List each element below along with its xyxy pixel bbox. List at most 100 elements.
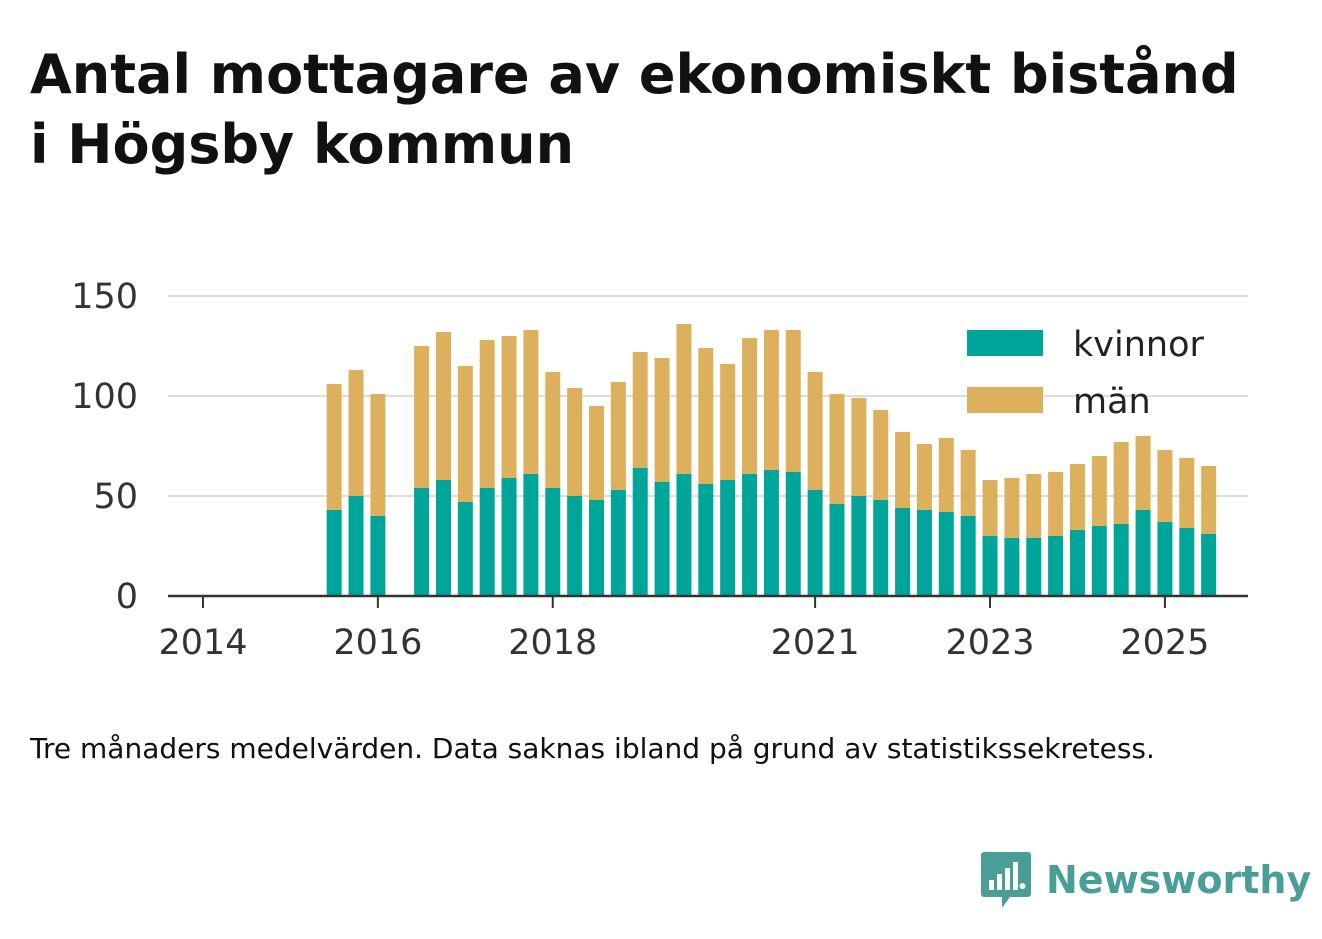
chart-title-line-1: Antal mottagare av ekonomiskt bistånd xyxy=(30,43,1239,106)
bar-kvinnor xyxy=(567,496,583,596)
bar-man xyxy=(326,384,342,510)
x-tick-label: 2021 xyxy=(771,623,860,663)
bar-man xyxy=(1179,458,1195,528)
bar-man xyxy=(1091,456,1107,526)
y-tick-label: 150 xyxy=(71,277,138,317)
bar-kvinnor xyxy=(326,510,342,596)
bar-kvinnor xyxy=(1004,538,1020,596)
x-tick-label: 2023 xyxy=(945,623,1034,663)
bar-kvinnor xyxy=(1026,538,1042,596)
bar-kvinnor xyxy=(501,478,517,596)
bar-man xyxy=(370,394,386,516)
bar-man xyxy=(938,438,954,512)
bar-kvinnor xyxy=(1069,530,1085,596)
bar-man xyxy=(720,364,736,480)
newsworthy-logo: Newsworthy xyxy=(980,850,1311,910)
bar-man xyxy=(654,358,670,482)
bar-man xyxy=(763,330,779,470)
bar-man xyxy=(348,370,364,496)
bar-kvinnor xyxy=(676,474,692,596)
bar-man xyxy=(523,330,539,474)
bar-man xyxy=(1048,472,1064,536)
y-tick-label: 50 xyxy=(93,477,138,517)
bar-man xyxy=(414,346,430,488)
bar-man xyxy=(829,394,845,504)
y-tick-label: 0 xyxy=(116,577,138,617)
bar-kvinnor xyxy=(610,490,626,596)
legend-swatch-man xyxy=(967,387,1043,413)
bar-man xyxy=(479,340,495,488)
y-tick-label: 100 xyxy=(71,377,138,417)
bar-kvinnor xyxy=(1157,522,1173,596)
bar-man xyxy=(567,388,583,496)
chart-title-line-2: i Högsby kommun xyxy=(30,113,575,176)
bar-man xyxy=(1157,450,1173,522)
bar-kvinnor xyxy=(479,488,495,596)
chart-title: Antal mottagare av ekonomiskt bistånd i … xyxy=(30,40,1300,180)
bar-man xyxy=(589,406,605,500)
bar-man xyxy=(916,444,932,510)
bar-kvinnor xyxy=(589,500,605,596)
bar-man xyxy=(1113,442,1129,524)
bar-man xyxy=(545,372,561,488)
bar-chart-speech-bubble-icon xyxy=(981,852,1031,908)
bar-kvinnor xyxy=(1048,536,1064,596)
bar-man xyxy=(1135,436,1151,510)
stacked-bar-chart: 0 50 100 150 2014 2016 2018 2021 2023 2025 kvinno… xyxy=(71,277,1248,663)
bar-kvinnor xyxy=(895,508,911,596)
bar-kvinnor xyxy=(1201,534,1217,596)
bar-kvinnor xyxy=(916,510,932,596)
chart-caption: Tre månaders medelvärden. Data saknas ib… xyxy=(30,732,1155,765)
legend-swatch-kvinnor xyxy=(967,330,1043,356)
bar-man xyxy=(895,432,911,508)
bar-kvinnor xyxy=(1113,524,1129,596)
bar-kvinnor xyxy=(1135,510,1151,596)
bar-kvinnor xyxy=(698,484,714,596)
bar-kvinnor xyxy=(720,480,736,596)
bar-kvinnor xyxy=(457,502,473,596)
bar-kvinnor xyxy=(742,474,758,596)
bar-kvinnor xyxy=(1091,526,1107,596)
bar-kvinnor xyxy=(348,496,364,596)
bar-man xyxy=(1069,464,1085,530)
bar-kvinnor xyxy=(654,482,670,596)
bar-man xyxy=(807,372,823,490)
bar-kvinnor xyxy=(785,472,801,596)
bar-kvinnor xyxy=(982,536,998,596)
bar-man xyxy=(435,332,451,480)
bar-kvinnor xyxy=(807,490,823,596)
bar-man xyxy=(501,336,517,478)
bar-man xyxy=(982,480,998,536)
bar-kvinnor xyxy=(938,512,954,596)
x-tick-label: 2014 xyxy=(158,623,247,663)
bar-man xyxy=(851,398,867,496)
bar-kvinnor xyxy=(435,480,451,596)
bar-kvinnor xyxy=(763,470,779,596)
bar-kvinnor xyxy=(414,488,430,596)
bar-man xyxy=(632,352,648,468)
bar-kvinnor xyxy=(873,500,889,596)
bar-man xyxy=(1004,478,1020,538)
bar-man xyxy=(1201,466,1217,534)
bar-kvinnor xyxy=(632,468,648,596)
bar-man xyxy=(698,348,714,484)
bar-kvinnor xyxy=(829,504,845,596)
bar-kvinnor xyxy=(1179,528,1195,596)
bar-kvinnor xyxy=(370,516,386,596)
legend: kvinnor män xyxy=(967,325,1204,422)
x-tick-label: 2016 xyxy=(333,623,422,663)
bar-man xyxy=(960,450,976,516)
bar-kvinnor xyxy=(960,516,976,596)
x-tick-label: 2018 xyxy=(508,623,597,663)
bar-man xyxy=(676,324,692,474)
bar-man xyxy=(785,330,801,472)
logo-text: Newsworthy xyxy=(1046,858,1312,902)
bar-man xyxy=(457,366,473,502)
bar-kvinnor xyxy=(851,496,867,596)
axes: 0 50 100 150 2014 2016 2018 2021 2023 2025 xyxy=(71,277,1248,663)
bar-kvinnor xyxy=(523,474,539,596)
legend-label-kvinnor: kvinnor xyxy=(1073,325,1204,365)
bar-kvinnor xyxy=(545,488,561,596)
legend-label-man: män xyxy=(1073,382,1151,422)
bars xyxy=(326,324,1217,596)
